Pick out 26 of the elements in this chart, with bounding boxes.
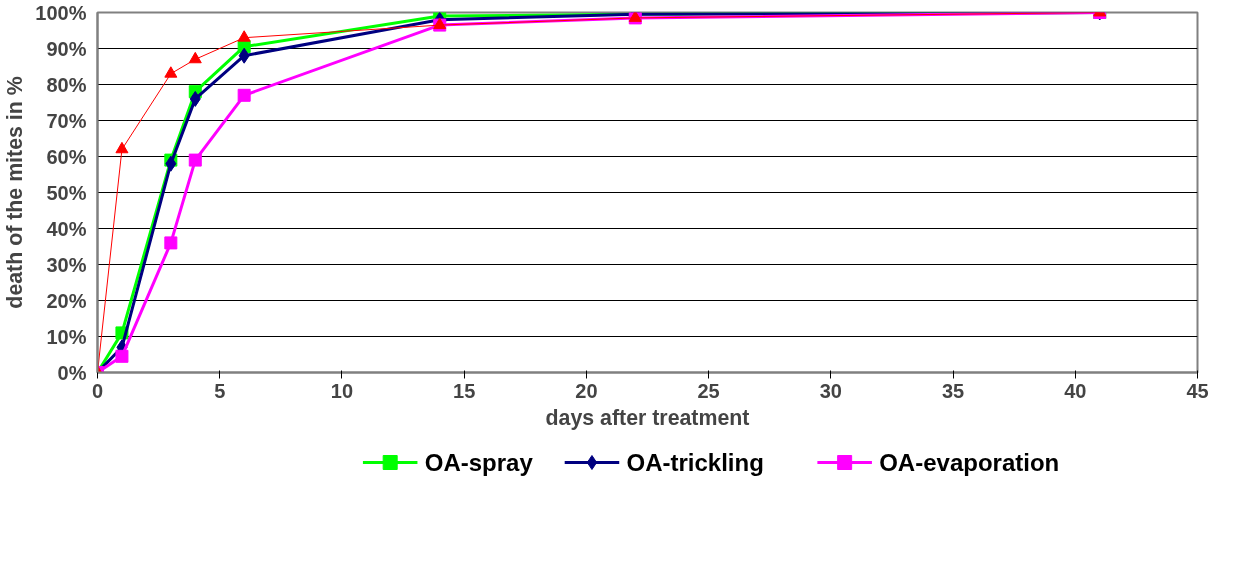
x-tick-label: 10 (330, 379, 354, 402)
y-axis-title: death of the mites in % (3, 76, 28, 309)
x-tick-label: 35 (941, 379, 965, 402)
y-tick-label: 70% (46, 109, 87, 132)
x-axis-title: days after treatment (545, 405, 750, 430)
y-tick-label: 80% (46, 73, 87, 96)
y-tick-label: 30% (46, 253, 87, 276)
legend-label: OA-spray (424, 449, 534, 476)
y-tick-label: 10% (46, 325, 87, 348)
y-tick-label: 0% (57, 361, 87, 384)
x-tick-label: 20 (575, 379, 598, 402)
y-tick-label: 20% (46, 289, 87, 312)
legend-label: OA-trickling (626, 449, 764, 476)
x-tick-label: 25 (697, 379, 720, 402)
y-tick-label: 50% (46, 181, 87, 204)
x-tick-label: 30 (819, 379, 842, 402)
y-tick-label: 90% (46, 37, 87, 60)
x-tick-label: 15 (453, 379, 476, 402)
x-tick-label: 40 (1064, 379, 1087, 402)
x-tick-label: 5 (214, 379, 226, 402)
y-tick-label: 100% (35, 1, 87, 24)
y-tick-label: 60% (46, 145, 87, 168)
y-tick-label: 40% (46, 217, 87, 240)
x-tick-label: 45 (1186, 379, 1209, 402)
x-tick-label: 0 (91, 379, 104, 402)
legend-label: OA-evaporation (879, 449, 1060, 476)
